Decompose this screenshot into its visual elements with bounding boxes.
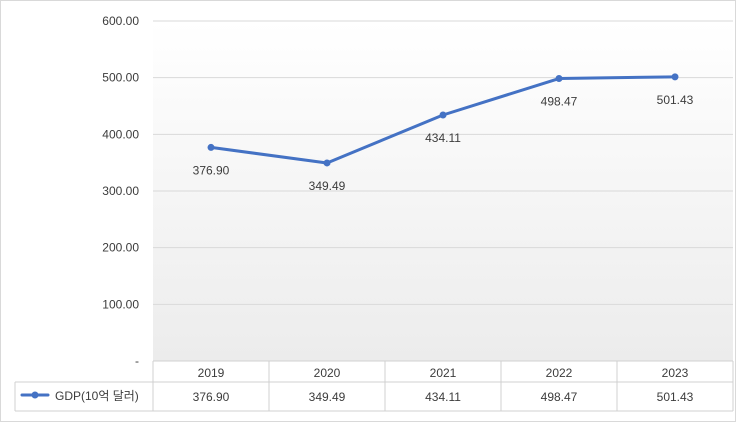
data-point	[555, 75, 563, 83]
data-label: 434.11	[425, 131, 461, 145]
y-tick-label: 300.00	[102, 184, 139, 198]
y-tick-label: 200.00	[102, 241, 139, 255]
y-tick-label: 100.00	[102, 297, 139, 311]
table-value-cell: 498.47	[541, 390, 578, 404]
y-tick-label: -	[135, 354, 139, 368]
data-label: 501.43	[657, 93, 694, 107]
y-tick-label: 500.00	[102, 71, 139, 85]
table-value-cell: 501.43	[657, 390, 694, 404]
data-point	[439, 111, 447, 119]
data-label: 376.90	[193, 163, 230, 177]
data-table: 2019 376.90 2020 349.49 2021 434.11 2022 498.47…	[14, 360, 734, 412]
data-point	[207, 143, 215, 151]
y-tick-label: 400.00	[102, 127, 139, 141]
data-point	[671, 73, 679, 81]
x-category-label: 2022	[546, 366, 573, 380]
legend-marker-icon	[31, 391, 39, 399]
data-label: 349.49	[309, 179, 346, 193]
x-category-label: 2019	[198, 366, 225, 380]
y-tick-label: 600.00	[102, 14, 139, 28]
data-point	[323, 159, 331, 167]
x-category-label: 2023	[662, 366, 689, 380]
table-value-cell: 434.11	[425, 390, 461, 404]
data-label: 498.47	[541, 95, 578, 109]
table-value-cell: 349.49	[309, 390, 346, 404]
x-category-label: 2020	[314, 366, 341, 380]
gridlines	[153, 20, 733, 305]
y-axis-ticks: - 100.00 200.00 300.00 400.00 500.00 600.00	[102, 14, 139, 368]
x-category-label: 2021	[430, 366, 457, 380]
series-gdp: 376.90 349.49 434.11 498.47 501.43	[193, 73, 694, 193]
table-value-cell: 376.90	[193, 390, 230, 404]
legend-label: GDP(10억 달러)	[55, 389, 139, 403]
